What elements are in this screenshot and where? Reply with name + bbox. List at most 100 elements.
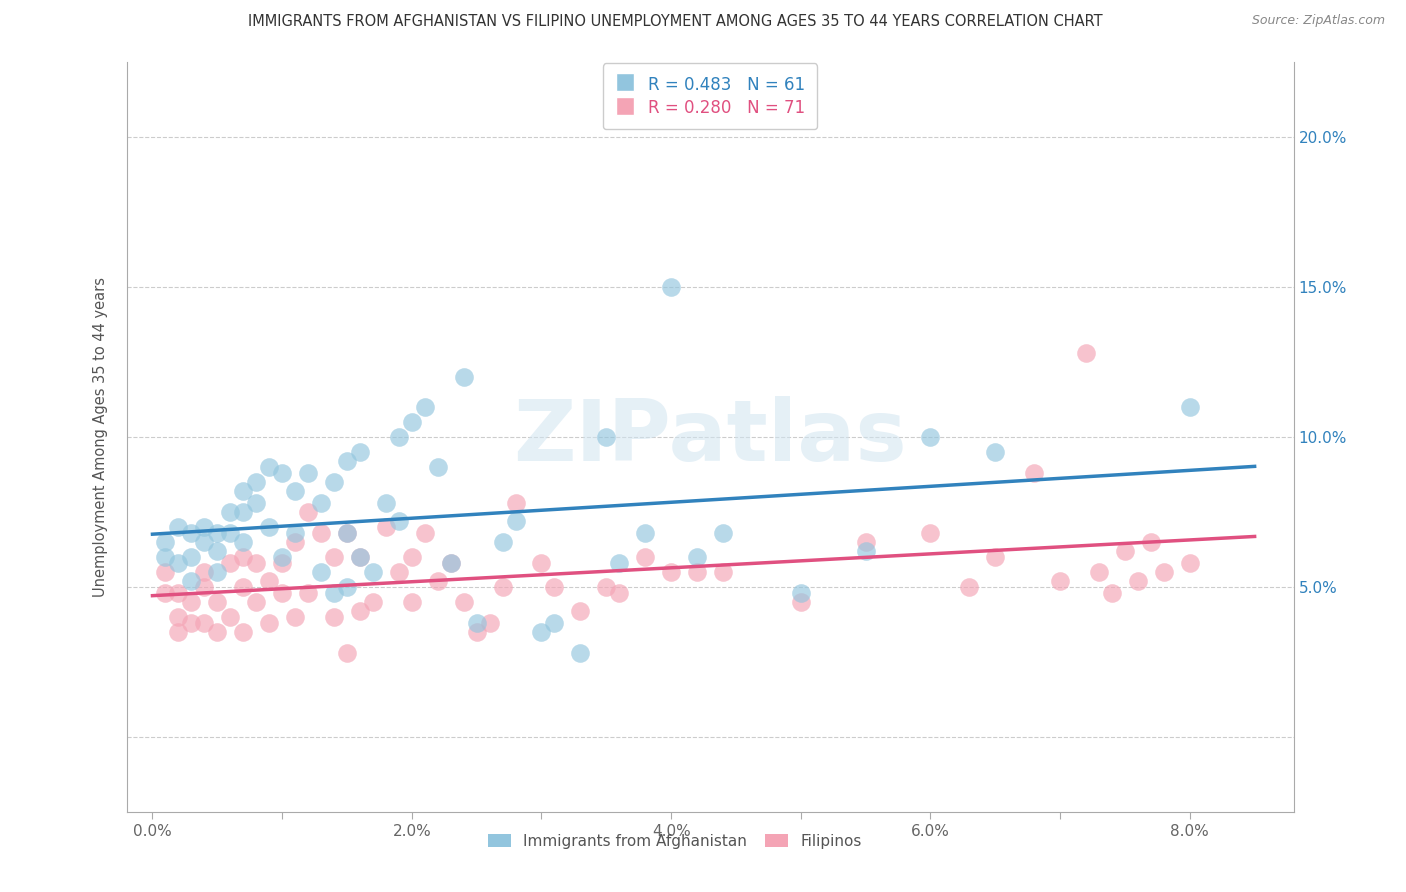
- Point: [1101, 586, 1123, 600]
- Point: [790, 595, 813, 609]
- Point: [193, 580, 215, 594]
- Point: [271, 466, 294, 480]
- Point: [413, 526, 436, 541]
- Point: [180, 526, 202, 541]
- Point: [309, 526, 332, 541]
- Point: [271, 556, 294, 570]
- Point: [920, 526, 942, 541]
- Point: [155, 535, 177, 549]
- Point: [180, 615, 202, 630]
- Point: [595, 430, 617, 444]
- Point: [167, 556, 190, 570]
- Point: [232, 535, 254, 549]
- Point: [957, 580, 980, 594]
- Point: [232, 624, 254, 639]
- Point: [219, 505, 242, 519]
- Point: [245, 556, 267, 570]
- Point: [297, 466, 319, 480]
- Point: [257, 520, 280, 534]
- Point: [361, 595, 384, 609]
- Point: [284, 483, 307, 498]
- Point: [309, 496, 332, 510]
- Point: [1049, 574, 1071, 588]
- Point: [686, 565, 709, 579]
- Point: [193, 520, 215, 534]
- Point: [401, 595, 423, 609]
- Point: [607, 586, 630, 600]
- Point: [207, 565, 229, 579]
- Point: [1024, 466, 1046, 480]
- Point: [323, 475, 346, 489]
- Point: [984, 445, 1007, 459]
- Point: [155, 586, 177, 600]
- Point: [595, 580, 617, 594]
- Point: [711, 526, 734, 541]
- Point: [349, 549, 371, 564]
- Point: [232, 549, 254, 564]
- Point: [336, 526, 359, 541]
- Point: [284, 535, 307, 549]
- Point: [634, 549, 657, 564]
- Point: [207, 624, 229, 639]
- Point: [465, 624, 488, 639]
- Point: [271, 586, 294, 600]
- Point: [232, 505, 254, 519]
- Point: [1088, 565, 1111, 579]
- Point: [349, 604, 371, 618]
- Point: [543, 580, 565, 594]
- Point: [193, 535, 215, 549]
- Point: [855, 544, 877, 558]
- Text: Source: ZipAtlas.com: Source: ZipAtlas.com: [1251, 14, 1385, 28]
- Point: [207, 595, 229, 609]
- Point: [323, 586, 346, 600]
- Point: [336, 454, 359, 468]
- Point: [232, 483, 254, 498]
- Point: [219, 610, 242, 624]
- Point: [388, 514, 411, 528]
- Point: [1126, 574, 1149, 588]
- Point: [323, 549, 346, 564]
- Point: [167, 586, 190, 600]
- Y-axis label: Unemployment Among Ages 35 to 44 years: Unemployment Among Ages 35 to 44 years: [93, 277, 108, 597]
- Point: [323, 610, 346, 624]
- Point: [530, 624, 553, 639]
- Point: [297, 505, 319, 519]
- Text: IMMIGRANTS FROM AFGHANISTAN VS FILIPINO UNEMPLOYMENT AMONG AGES 35 TO 44 YEARS C: IMMIGRANTS FROM AFGHANISTAN VS FILIPINO …: [247, 14, 1102, 29]
- Point: [401, 549, 423, 564]
- Point: [219, 556, 242, 570]
- Text: ZIPatlas: ZIPatlas: [513, 395, 907, 479]
- Point: [284, 526, 307, 541]
- Point: [453, 595, 475, 609]
- Point: [659, 280, 682, 294]
- Point: [336, 580, 359, 594]
- Point: [1153, 565, 1175, 579]
- Point: [374, 520, 396, 534]
- Point: [491, 535, 513, 549]
- Point: [440, 556, 463, 570]
- Point: [401, 415, 423, 429]
- Point: [790, 586, 813, 600]
- Point: [180, 549, 202, 564]
- Point: [232, 580, 254, 594]
- Point: [569, 646, 592, 660]
- Point: [207, 526, 229, 541]
- Point: [374, 496, 396, 510]
- Point: [167, 520, 190, 534]
- Legend: Immigrants from Afghanistan, Filipinos: Immigrants from Afghanistan, Filipinos: [481, 826, 869, 856]
- Point: [1114, 544, 1136, 558]
- Point: [257, 460, 280, 475]
- Point: [984, 549, 1007, 564]
- Point: [569, 604, 592, 618]
- Point: [245, 496, 267, 510]
- Point: [491, 580, 513, 594]
- Point: [1178, 556, 1201, 570]
- Point: [530, 556, 553, 570]
- Point: [505, 514, 527, 528]
- Point: [219, 526, 242, 541]
- Point: [440, 556, 463, 570]
- Point: [349, 445, 371, 459]
- Point: [207, 544, 229, 558]
- Point: [543, 615, 565, 630]
- Point: [465, 615, 488, 630]
- Point: [271, 549, 294, 564]
